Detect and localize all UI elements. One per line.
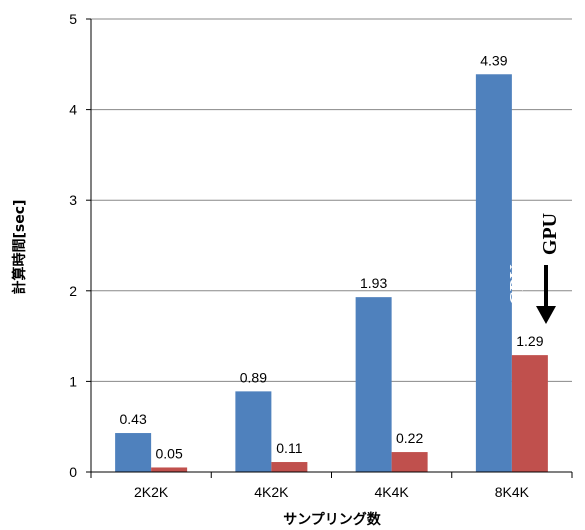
y-tick-label: 5 <box>69 11 77 27</box>
y-tick-label: 1 <box>69 373 77 389</box>
cpu-annotation: CPU <box>506 264 528 305</box>
bar-series-2 <box>391 452 428 472</box>
data-label: 0.89 <box>240 369 267 385</box>
x-axis-title: サンプリング数 <box>283 511 382 528</box>
axes <box>86 18 573 478</box>
data-label: 1.93 <box>360 275 387 291</box>
bar-series-1 <box>115 433 152 472</box>
bar-series-1 <box>235 391 272 472</box>
y-tick-label: 2 <box>69 283 77 299</box>
down-arrow-icon <box>536 265 556 324</box>
bars <box>115 74 548 473</box>
bar-series-2 <box>271 462 308 472</box>
bar-series-1 <box>475 74 512 473</box>
y-tick-label: 0 <box>69 464 77 480</box>
x-tick-label: 4K4K <box>375 484 410 500</box>
gpu-annotation: GPU <box>539 213 561 255</box>
data-label: 0.22 <box>396 430 423 446</box>
data-labels: 0.43 0.89 1.93 4.39 0.05 0.11 0.22 1.29 <box>120 52 544 461</box>
y-tick-label: 4 <box>69 102 77 118</box>
data-label: 1.29 <box>516 333 543 349</box>
x-tick-label: 8K4K <box>495 484 530 500</box>
bar-series-1 <box>355 297 392 472</box>
data-label: 4.39 <box>480 52 507 68</box>
y-tick-labels: 0 1 2 3 4 5 <box>69 11 77 480</box>
data-label: 0.11 <box>276 440 302 456</box>
data-label: 0.43 <box>120 411 147 427</box>
x-tick-label: 4K2K <box>254 484 289 500</box>
bar-series-2 <box>511 355 548 472</box>
x-tick-label: 2K2K <box>134 484 169 500</box>
data-label: 0.05 <box>156 445 183 461</box>
y-axis-title: 計算時間[sec] <box>11 200 28 295</box>
bar-series-2 <box>151 467 188 472</box>
x-tick-labels: 2K2K 4K2K 4K4K 8K4K <box>134 484 530 500</box>
y-tick-label: 3 <box>69 192 77 208</box>
